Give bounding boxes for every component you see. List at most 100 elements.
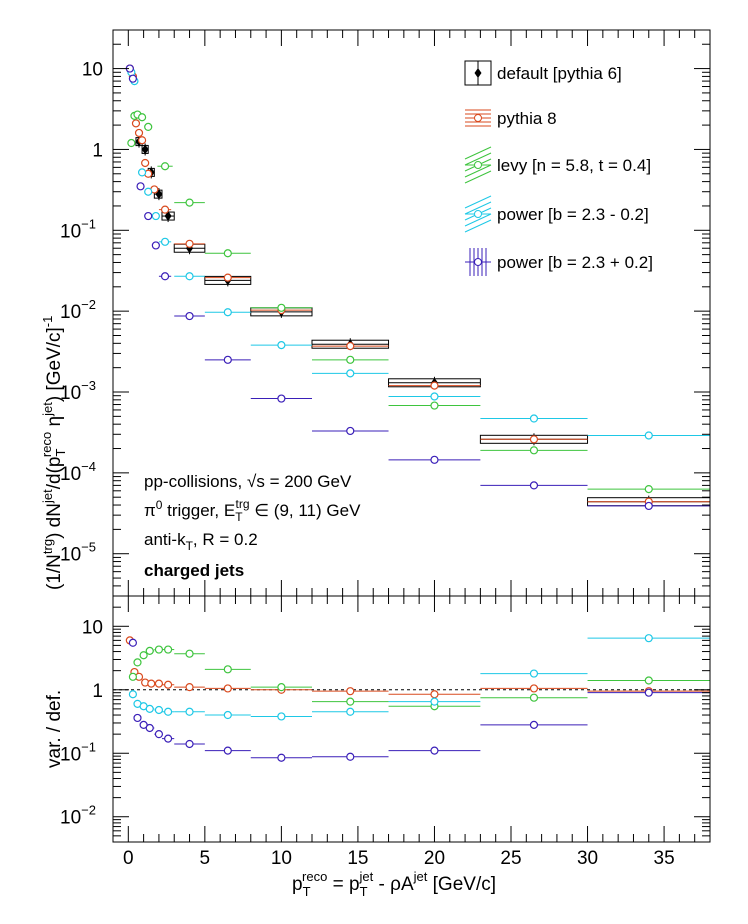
- data-point: [134, 128, 144, 138]
- data-point: [139, 651, 148, 660]
- data-point: [430, 392, 439, 401]
- data-point: [277, 303, 286, 312]
- legend-label: default [pythia 6]: [497, 64, 622, 83]
- data-point: [185, 683, 194, 692]
- data-point: [644, 676, 653, 685]
- data-point: [185, 272, 194, 281]
- top-series-2: [127, 110, 710, 494]
- data-point: [223, 249, 232, 258]
- top-y-axis-label: (1/Ntrg) dNjet/d(pTreco ηjet) [GeV/c]-1: [39, 316, 68, 590]
- legend-label: levy [n = 5.8, t = 0.4]: [497, 156, 651, 175]
- data-point: [127, 138, 136, 148]
- data-point: [164, 707, 173, 716]
- data-point: [529, 414, 539, 423]
- data-point: [644, 484, 653, 494]
- legend-key-marker: [474, 68, 482, 78]
- data-point: [277, 712, 286, 721]
- data-point: [529, 669, 539, 678]
- legend-key-hatch: [464, 164, 492, 178]
- data-point: [529, 693, 539, 702]
- legend-key-hatch: [464, 146, 492, 160]
- data-point: [144, 122, 153, 131]
- legend-label: pythia 8: [497, 109, 557, 128]
- data-point: [144, 187, 153, 196]
- data-point: [160, 237, 170, 246]
- data-point: [644, 501, 653, 511]
- top-y-tick-exp: −1: [81, 216, 96, 231]
- legend-entry: power [b = 2.3 + 0.2]: [465, 248, 653, 276]
- data-point: [145, 646, 154, 655]
- data-point: [137, 113, 147, 122]
- data-point: [223, 665, 232, 674]
- data-point: [430, 401, 439, 410]
- data-point: [529, 720, 539, 729]
- legend-key-marker: [474, 258, 482, 266]
- legend-key-hatch: [464, 201, 492, 215]
- data-point: [164, 680, 173, 689]
- data-point: [164, 734, 173, 743]
- legend-key-hatch: [464, 170, 492, 184]
- x-tick-label: 10: [271, 848, 292, 869]
- x-tick-label: 25: [500, 848, 521, 869]
- ratio-series-2: [128, 634, 710, 721]
- top-y-tick-exp: −5: [81, 540, 96, 555]
- data-point: [529, 435, 539, 444]
- legend-key-hatch: [464, 195, 492, 209]
- data-point: [154, 705, 164, 715]
- sqrt-sign: √: [247, 472, 257, 491]
- annotation-collisions: pp-collisions, √s = 200 GeV: [144, 472, 352, 491]
- top-y-tick-base: 10: [60, 464, 81, 485]
- annotation-algorithm: anti-kT, R = 0.2: [144, 530, 258, 553]
- data-point: [430, 746, 439, 755]
- data-point: [644, 431, 653, 440]
- data-point: [430, 690, 439, 699]
- top-y-tick-label: 10−3: [60, 378, 96, 404]
- x-tick-label: 15: [347, 848, 368, 869]
- data-point: [223, 308, 232, 317]
- x-tick-label: 5: [200, 848, 211, 869]
- x-axis-label: pTreco = pTjet - ρAjet [GeV/c]: [292, 869, 496, 899]
- x-tick-label: 35: [654, 848, 675, 869]
- data-point: [346, 697, 355, 706]
- ratio-y-tick-label: 1: [92, 681, 103, 702]
- top-y-tick-label: 10−4: [60, 459, 96, 485]
- data-point: [277, 341, 286, 350]
- ratio-series-3: [128, 638, 710, 762]
- ratio-y-axis-label: var. / def.: [44, 690, 65, 768]
- data-point: [346, 707, 355, 716]
- data-point: [144, 211, 153, 221]
- ratio-y-tick-base: 10: [60, 808, 81, 829]
- data-point: [346, 341, 355, 351]
- data-point: [128, 672, 137, 681]
- data-point: [185, 198, 194, 207]
- ratio-y-tick-label: 10: [82, 617, 103, 638]
- data-point: [147, 679, 156, 688]
- data-point: [164, 645, 173, 654]
- legend-key-marker: [474, 161, 482, 169]
- data-point: [529, 684, 539, 693]
- data-point: [185, 707, 194, 716]
- data-point: [154, 645, 164, 654]
- legend-key-hatch: [464, 152, 492, 166]
- data-point: [644, 688, 653, 697]
- data-point: [346, 369, 355, 378]
- data-point: [346, 426, 355, 436]
- ratio-y-tick-label: 10−1: [60, 739, 96, 765]
- legend-key-marker: [474, 210, 482, 218]
- data-point: [160, 162, 170, 171]
- data-point: [346, 687, 355, 696]
- data-point: [151, 211, 160, 221]
- data-point: [136, 182, 145, 191]
- data-point: [133, 658, 142, 667]
- ratio-y-tick-base: 1: [92, 681, 103, 702]
- data-point: [223, 710, 232, 720]
- annotation-charged-jets: charged jets: [144, 561, 244, 580]
- legend-label: power [b = 2.3 - 0.2]: [497, 205, 649, 224]
- data-point: [137, 168, 147, 177]
- top-y-tick-exp: −3: [81, 378, 96, 393]
- top-y-tick-base: 10: [60, 545, 81, 566]
- ratio-panel-frame: [112, 595, 711, 843]
- annotation-trigger: π0 trigger, ETtrg ∈ (9, 11) GeV: [144, 497, 361, 524]
